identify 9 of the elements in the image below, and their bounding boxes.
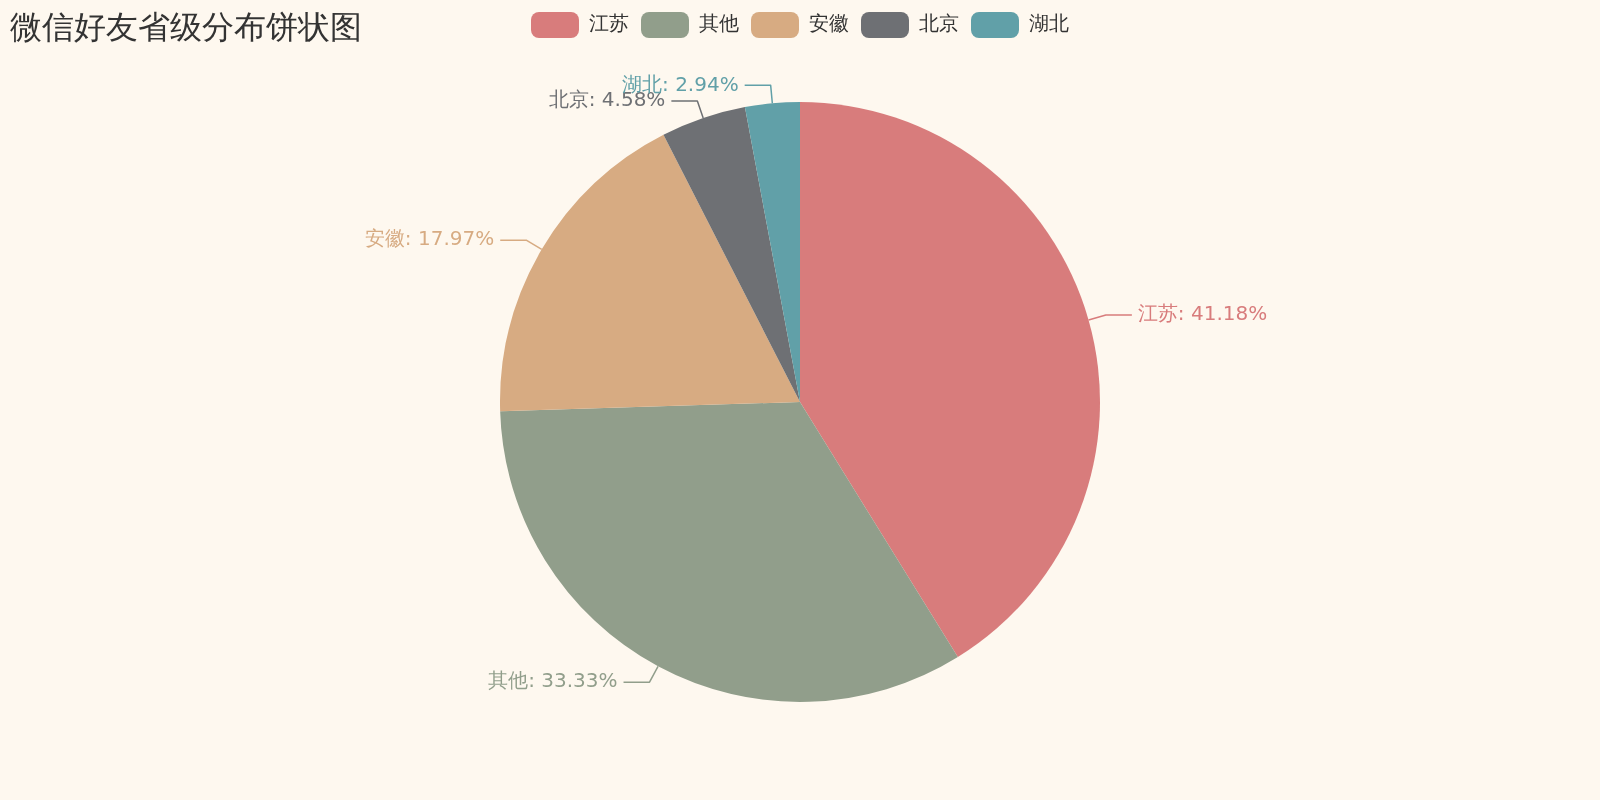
- chart-title: 微信好友省级分布饼状图: [10, 7, 362, 48]
- legend-label: 江苏: [589, 11, 629, 36]
- legend-label: 湖北: [1029, 11, 1069, 36]
- data-label: 安徽: 17.97%: [364, 226, 495, 251]
- data-label: 其他: 33.33%: [488, 668, 618, 693]
- legend-label: 北京: [919, 11, 959, 36]
- data-label: 江苏: 41.18%: [1137, 301, 1268, 326]
- legend-label: 其他: [699, 11, 739, 36]
- legend-label: 安徽: [809, 11, 849, 36]
